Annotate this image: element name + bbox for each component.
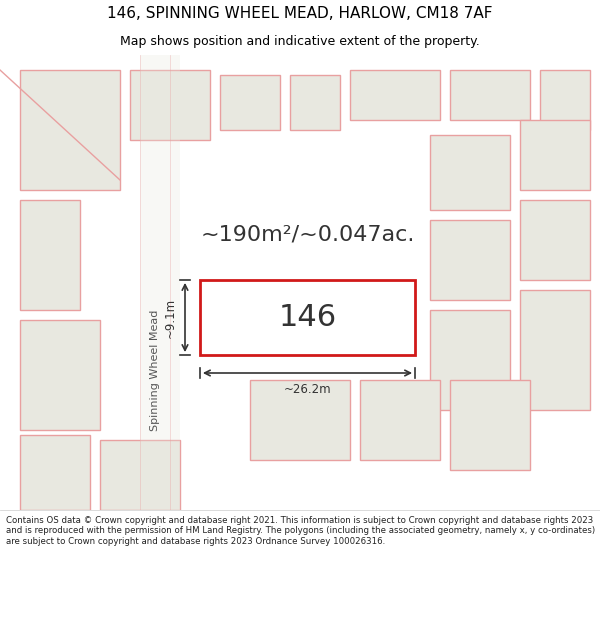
Bar (20, 320, 100, 430)
Bar (450, 380, 530, 470)
Bar (540, 70, 590, 130)
Text: Map shows position and indicative extent of the property.: Map shows position and indicative extent… (120, 35, 480, 48)
Bar (20, 435, 90, 510)
Text: ~190m²/~0.047ac.: ~190m²/~0.047ac. (200, 225, 415, 245)
Bar (20, 200, 80, 310)
Bar (450, 70, 530, 120)
Bar (100, 440, 180, 510)
Bar (290, 75, 340, 130)
Bar (220, 75, 280, 130)
Bar (520, 290, 590, 410)
Text: ~9.1m: ~9.1m (164, 298, 177, 338)
Bar (200, 280, 415, 355)
Bar (520, 120, 590, 190)
Bar (20, 70, 120, 190)
Bar (360, 380, 440, 460)
Text: 146: 146 (278, 303, 337, 332)
Text: ~26.2m: ~26.2m (284, 383, 331, 396)
Bar (130, 70, 210, 140)
Bar (430, 220, 510, 300)
Bar (520, 200, 590, 280)
Bar (430, 135, 510, 210)
Bar (140, 55, 180, 510)
Text: Spinning Wheel Mead: Spinning Wheel Mead (150, 309, 160, 431)
Bar (250, 380, 350, 460)
Text: Contains OS data © Crown copyright and database right 2021. This information is : Contains OS data © Crown copyright and d… (6, 516, 595, 546)
Bar (350, 70, 440, 120)
Text: 146, SPINNING WHEEL MEAD, HARLOW, CM18 7AF: 146, SPINNING WHEEL MEAD, HARLOW, CM18 7… (107, 6, 493, 21)
Bar (430, 310, 510, 410)
